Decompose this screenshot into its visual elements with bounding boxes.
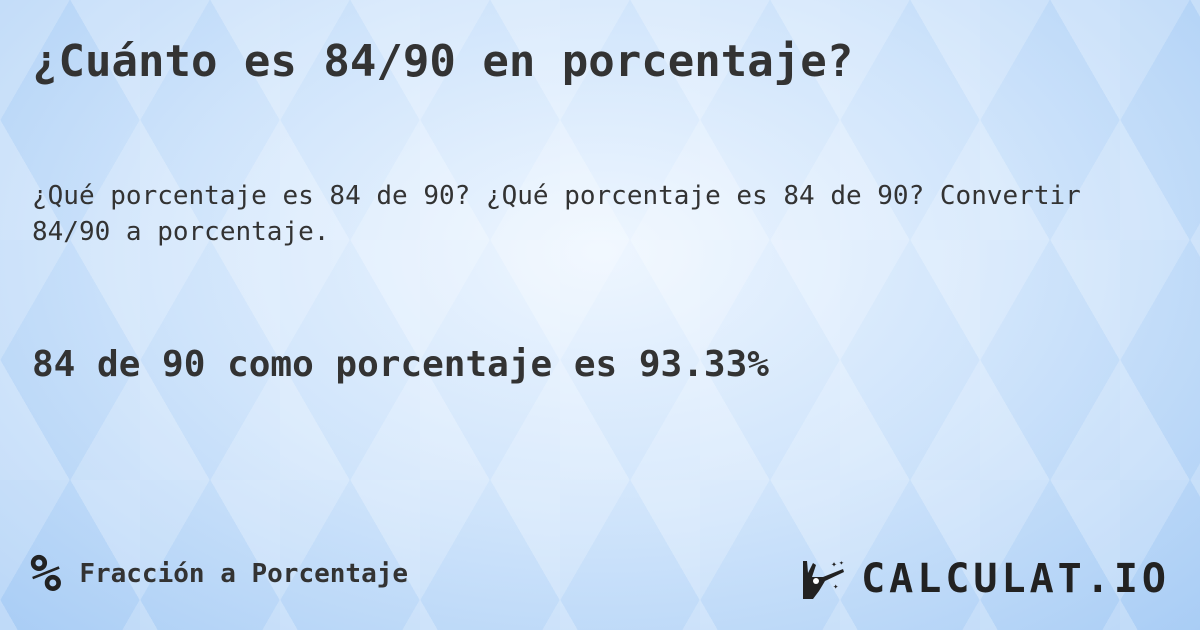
page-title: ¿Cuánto es 84/90 en porcentaje? [32, 36, 854, 87]
magic-wand-hand-icon: ✦ ✦ ✦ [803, 558, 845, 599]
category-link[interactable]: % Fracción a Porcentaje [30, 548, 408, 600]
svg-text:✦: ✦ [833, 582, 839, 592]
result-text: 84 de 90 como porcentaje es 93.33% [32, 344, 769, 385]
category-label: Fracción a Porcentaje [79, 559, 409, 589]
calculat-io-logo[interactable]: ✦ ✦ ✦ CALCULAT.IO [799, 556, 1170, 602]
logo-text: CALCULAT.IO [861, 556, 1170, 602]
svg-text:✦: ✦ [831, 559, 837, 570]
svg-text:✦: ✦ [839, 558, 844, 567]
percent-icon: % [30, 544, 62, 604]
page-description: ¿Qué porcentaje es 84 de 90? ¿Qué porcen… [32, 181, 1081, 247]
